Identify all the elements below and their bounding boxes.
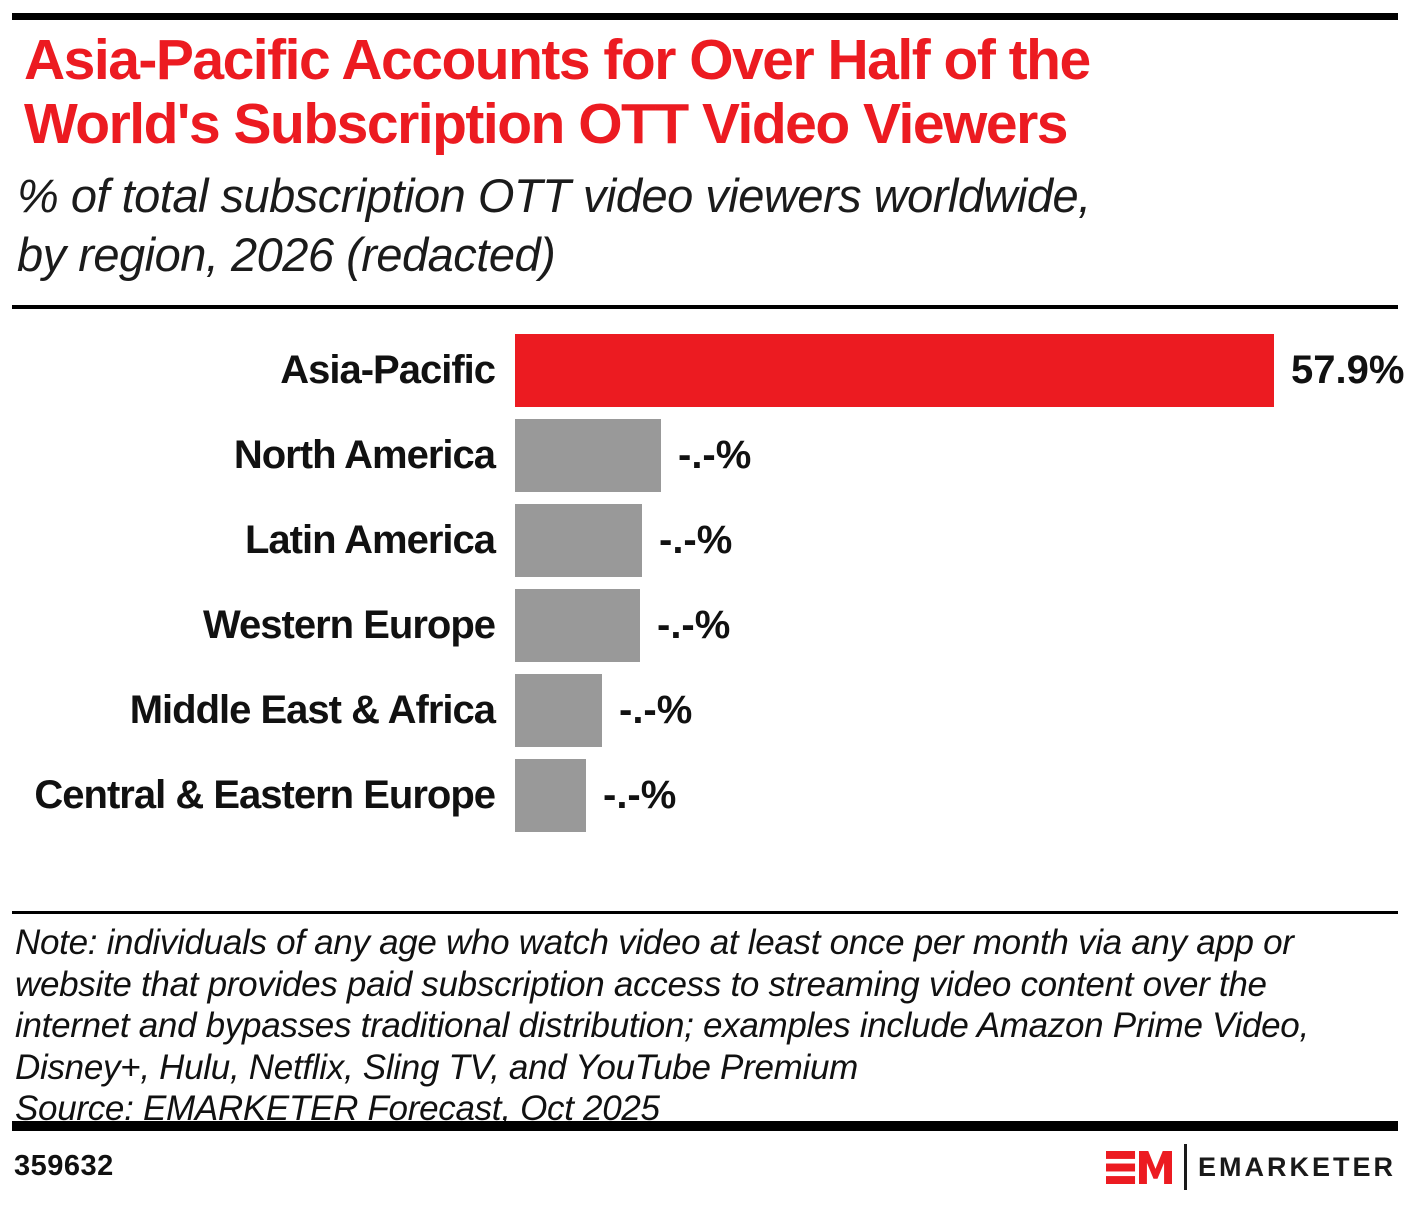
chart-row: Central & Eastern Europe -.-% xyxy=(14,759,1396,832)
chart-row: Latin America -.-% xyxy=(14,504,1396,577)
value-label: 57.9% xyxy=(1291,348,1405,392)
note-divider xyxy=(12,911,1398,914)
bar xyxy=(515,504,642,577)
chart-title-line-1: Asia-Pacific Accounts for Over Half of t… xyxy=(24,28,1091,92)
category-label: Western Europe xyxy=(203,603,496,647)
bar xyxy=(515,334,1274,407)
bar-chart: Asia-Pacific 57.9% North America -.-% Latin … xyxy=(14,334,1404,832)
bar xyxy=(515,589,640,662)
bar-track: -.-% xyxy=(515,759,1396,832)
top-rule xyxy=(12,13,1398,20)
category-label: Central & Eastern Europe xyxy=(34,773,496,817)
category-label: Middle East & Africa xyxy=(129,688,496,732)
emarketer-wordmark: EMARKETER xyxy=(1197,1151,1396,1182)
footer-divider xyxy=(12,1121,1398,1131)
bar xyxy=(515,759,586,832)
emarketer-logo: EMARKETER xyxy=(1105,1142,1396,1192)
header-divider xyxy=(12,305,1398,309)
chart-row: Western Europe -.-% xyxy=(14,589,1396,662)
chart-subtitle-line-1: % of total subscription OTT video viewer… xyxy=(17,169,1091,222)
footnote: Note: individuals of any age who watch v… xyxy=(15,922,1395,1130)
chart-subtitle-line-2: by region, 2026 (redacted) xyxy=(17,228,556,281)
emarketer-monogram-icon xyxy=(1105,1150,1172,1184)
value-label: -.-% xyxy=(657,603,731,647)
value-label: -.-% xyxy=(659,518,733,562)
bar-track: 57.9% xyxy=(515,334,1404,407)
bar xyxy=(515,674,602,747)
value-label: -.-% xyxy=(619,688,693,732)
bar-track: -.-% xyxy=(515,504,1396,577)
note-line: internet and bypasses traditional distri… xyxy=(15,1006,1309,1045)
chart-row: Middle East & Africa -.-% xyxy=(14,674,1396,747)
category-label: Latin America xyxy=(244,518,496,562)
category-label: Asia-Pacific xyxy=(280,348,496,392)
chart-id: 359632 xyxy=(14,1150,114,1182)
note-line: website that provides paid subscription … xyxy=(15,964,1267,1004)
chart-subtitle: % of total subscription OTT video viewer… xyxy=(17,166,1390,284)
logo-divider xyxy=(1183,1144,1187,1190)
note-line: Note: individuals of any age who watch v… xyxy=(15,923,1294,962)
chart-row: North America -.-% xyxy=(14,419,1396,492)
bar-track: -.-% xyxy=(515,674,1396,747)
bar xyxy=(515,419,661,492)
chart-title-line-2: World's Subscription OTT Video Viewers xyxy=(24,92,1068,156)
value-label: -.-% xyxy=(678,433,752,477)
chart-title: Asia-Pacific Accounts for Over Half of t… xyxy=(24,28,1390,156)
bar-track: -.-% xyxy=(515,419,1396,492)
category-label: North America xyxy=(233,433,496,477)
chart-row: Asia-Pacific 57.9% xyxy=(14,334,1404,407)
value-label: -.-% xyxy=(603,773,677,817)
bar-track: -.-% xyxy=(515,589,1396,662)
note-line: Disney+, Hulu, Netflix, Sling TV, and Yo… xyxy=(15,1047,858,1087)
